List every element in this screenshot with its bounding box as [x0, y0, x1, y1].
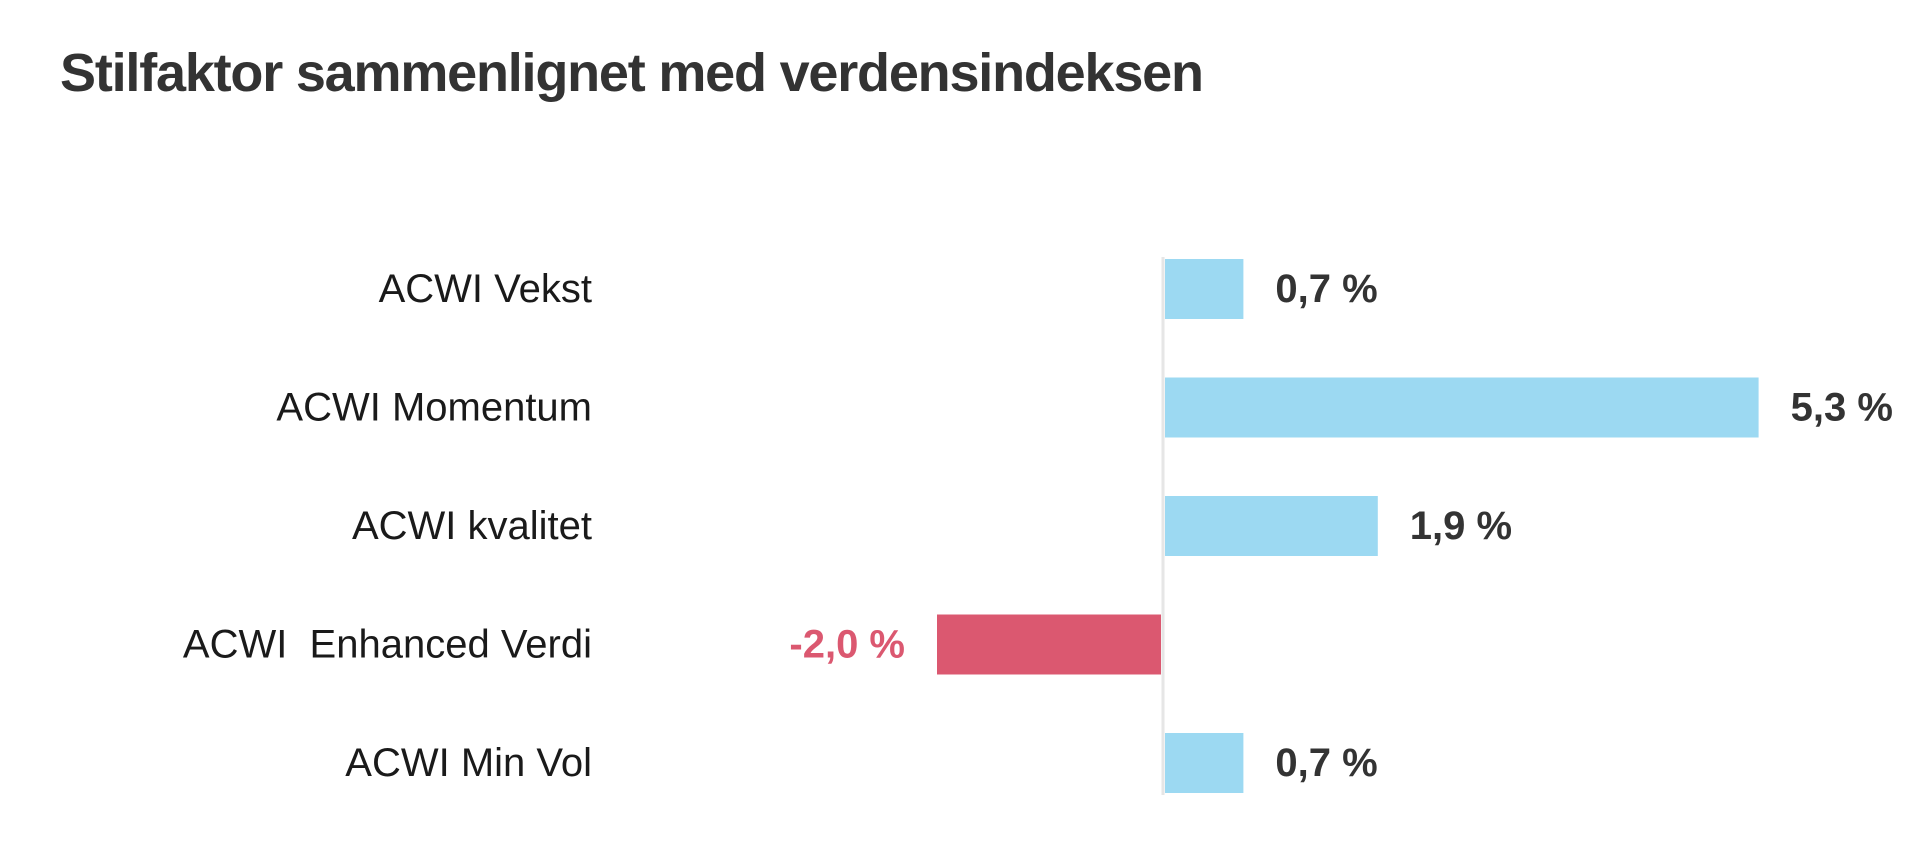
- bar: [1165, 377, 1759, 438]
- value-label: 0,7 %: [1275, 267, 1377, 311]
- value-label: 1,9 %: [1410, 504, 1512, 548]
- category-label: ACWI Vekst: [379, 267, 592, 311]
- bar: [1165, 733, 1244, 793]
- category-label: ACWI Enhanced Verdi: [183, 623, 592, 667]
- category-label: ACWI kvalitet: [352, 504, 592, 548]
- chart-title: Stilfaktor sammenlignet med verdensindek…: [60, 43, 1204, 103]
- bar: [1165, 259, 1244, 319]
- value-label: 5,3 %: [1791, 386, 1893, 430]
- bar: [937, 614, 1161, 675]
- value-label: -2,0 %: [789, 623, 905, 667]
- bar: [1165, 496, 1378, 556]
- value-label: 0,7 %: [1275, 741, 1377, 785]
- category-label: ACWI Min Vol: [345, 741, 592, 785]
- category-label: ACWI Momentum: [276, 386, 592, 430]
